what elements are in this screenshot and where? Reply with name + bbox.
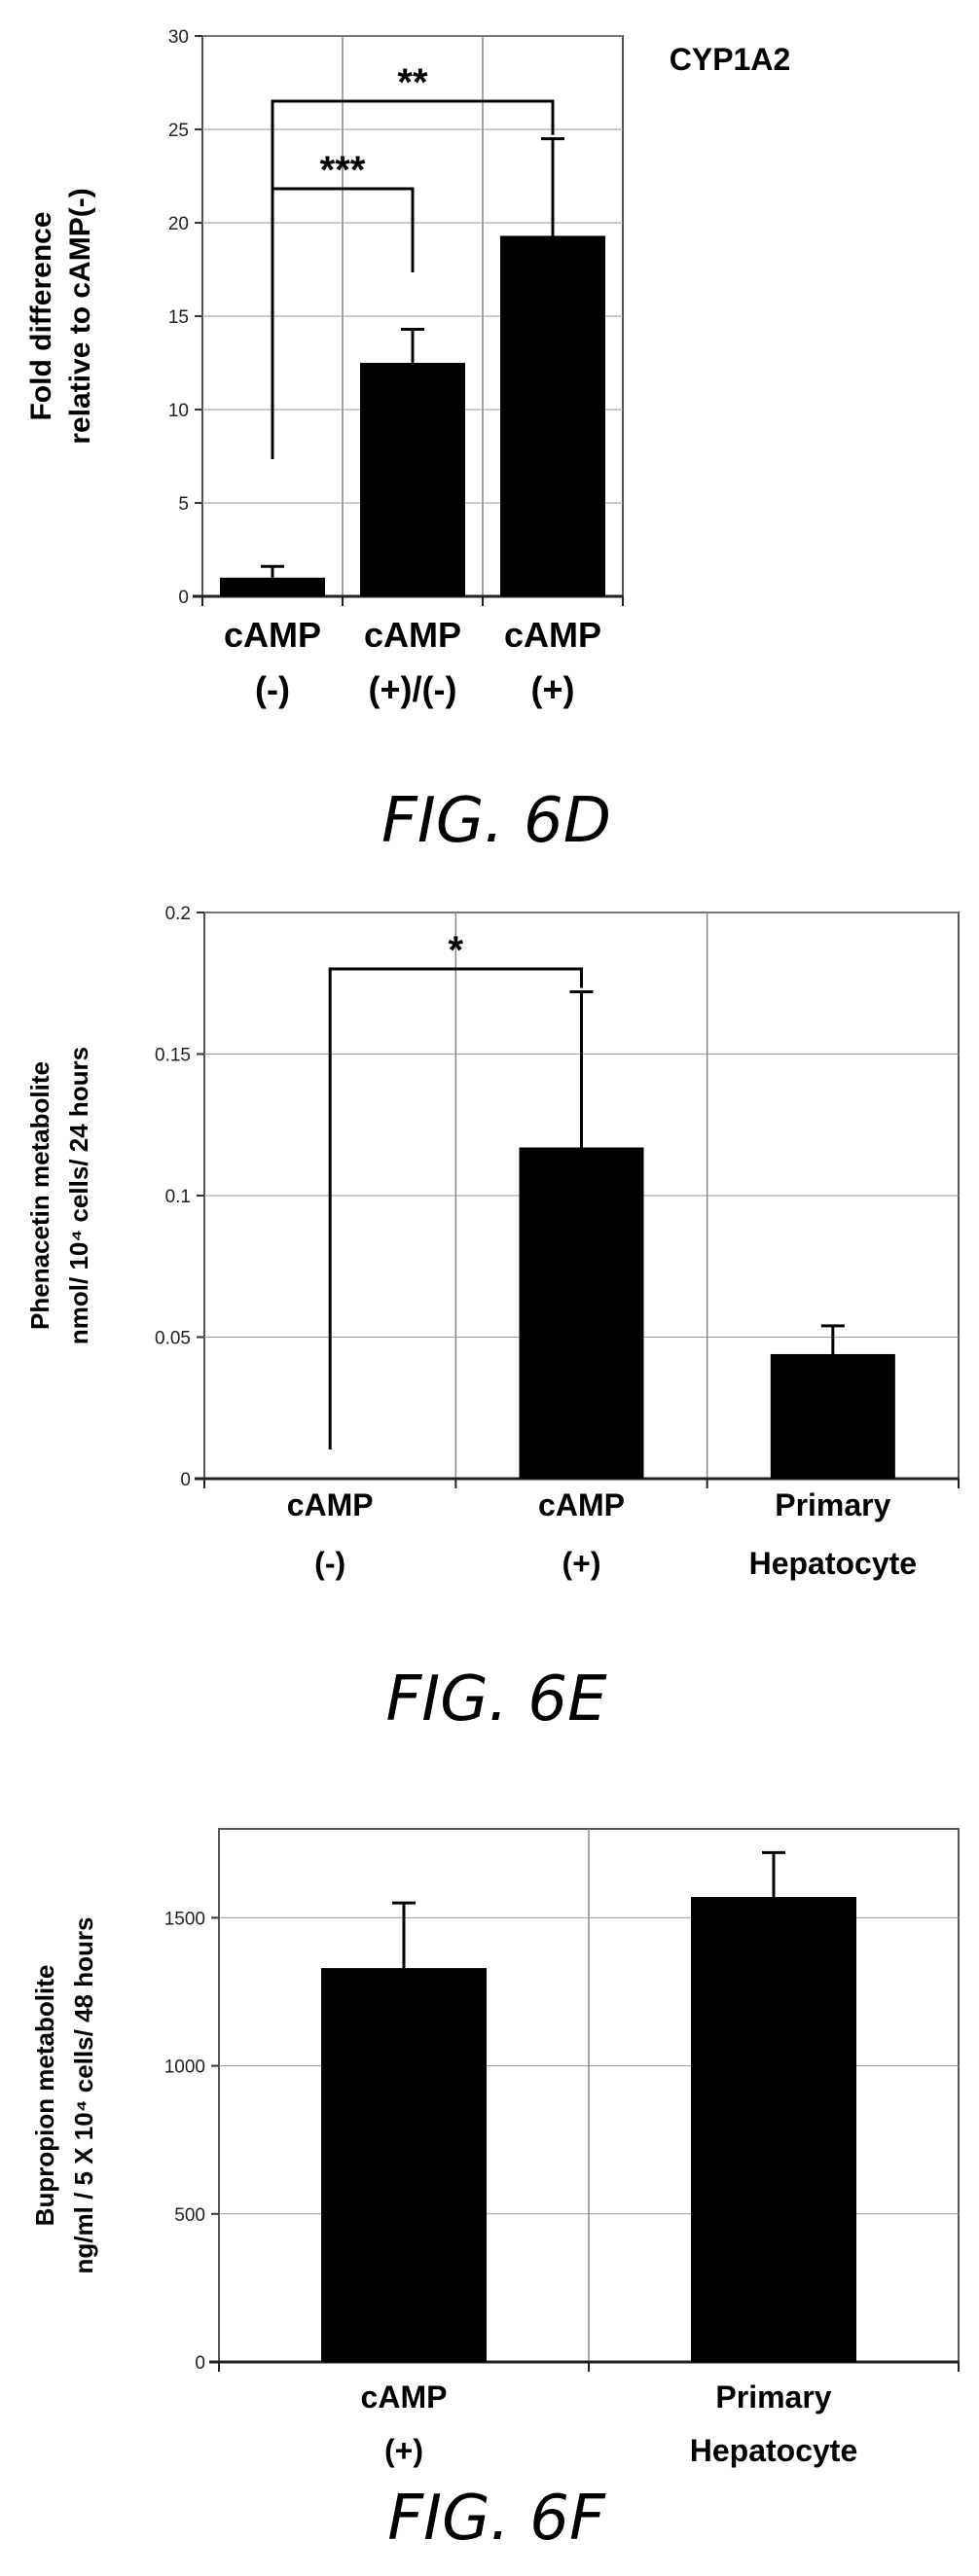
category-label: Primary	[715, 2379, 831, 2415]
y-axis-label: relative to cAMP(-)	[64, 188, 96, 444]
bar	[770, 1353, 895, 1479]
y-tick-label: 0.15	[155, 1046, 191, 1066]
significance-bracket	[271, 187, 415, 459]
figure-label: FIG. 6F	[387, 2483, 606, 2555]
bar	[519, 1147, 644, 1479]
y-tick-label: 0	[180, 1470, 191, 1490]
category-label: (+)	[531, 669, 575, 709]
y-axis-label: nmol/ 10⁴ cells/ 24 hours	[64, 1047, 93, 1344]
significance-label: **	[397, 61, 428, 104]
y-tick-label: 1500	[164, 1909, 205, 1929]
y-tick-label: 1000	[164, 2057, 205, 2078]
category-label: cAMP	[224, 615, 321, 655]
y-tick-label: 30	[168, 27, 189, 48]
y-tick-label: 0	[195, 2353, 205, 2374]
category-label: Hepatocyte	[749, 1546, 918, 1581]
y-tick-label: 10	[168, 401, 189, 421]
chart-2: 0 0.05 0.1 0.15 0.2 cAMP (-) cAMP (+) Primary Hepa…	[25, 904, 960, 1735]
y-tick-label: 20	[168, 214, 189, 234]
category-label: cAMP	[538, 1487, 625, 1522]
figure-label: FIG. 6D	[381, 785, 611, 857]
category-label: cAMP	[504, 615, 601, 655]
category-label: (+)/(-)	[369, 669, 457, 709]
bar	[691, 1897, 856, 2362]
y-tick-label: 0.2	[165, 904, 191, 924]
bar	[321, 1968, 487, 2362]
category-label: (+)	[562, 1546, 601, 1581]
category-label: Hepatocyte	[690, 2433, 858, 2468]
category-label: Primary	[775, 1487, 890, 1522]
y-axis-label: Phenacetin metabolite	[25, 1061, 54, 1330]
bar	[220, 577, 325, 596]
chart-1: 0 5 10 15 20 25 30 cAMP (-) cAMP (+)/(-) cAMP (+) Fol…	[25, 27, 790, 857]
y-tick-label: 0.05	[155, 1329, 191, 1349]
category-label: cAMP	[361, 2379, 448, 2415]
category-label: cAMP	[287, 1487, 374, 1522]
significance-label: *	[449, 929, 464, 972]
chart-3: 0 500 1000 1500 cAMP (+) Primary Hepatocyte Bupr…	[30, 1828, 960, 2555]
category-label: (-)	[255, 669, 290, 709]
y-tick-label: 15	[168, 307, 189, 328]
significance-bracket	[328, 967, 583, 1449]
y-tick-label: 0.1	[165, 1187, 191, 1207]
figure-label: FIG. 6E	[385, 1664, 607, 1735]
chart-annotation: CYP1A2	[670, 42, 791, 77]
category-label: cAMP	[364, 615, 461, 655]
y-axis-label: Fold difference	[25, 211, 57, 420]
y-tick-label: 0	[178, 588, 189, 608]
bar	[360, 363, 465, 596]
bar	[500, 235, 605, 596]
category-label: (-)	[314, 1546, 345, 1581]
significance-label: ***	[320, 149, 366, 192]
y-axis-label: ng/ml / 5 X 10⁴ cells/ 48 hours	[69, 1917, 98, 2274]
y-tick-label: 25	[168, 121, 189, 141]
y-axis-label: Bupropion metabolite	[30, 1965, 59, 2227]
category-label: (+)	[384, 2433, 423, 2468]
y-tick-label: 500	[174, 2205, 205, 2226]
y-tick-label: 5	[178, 494, 189, 515]
